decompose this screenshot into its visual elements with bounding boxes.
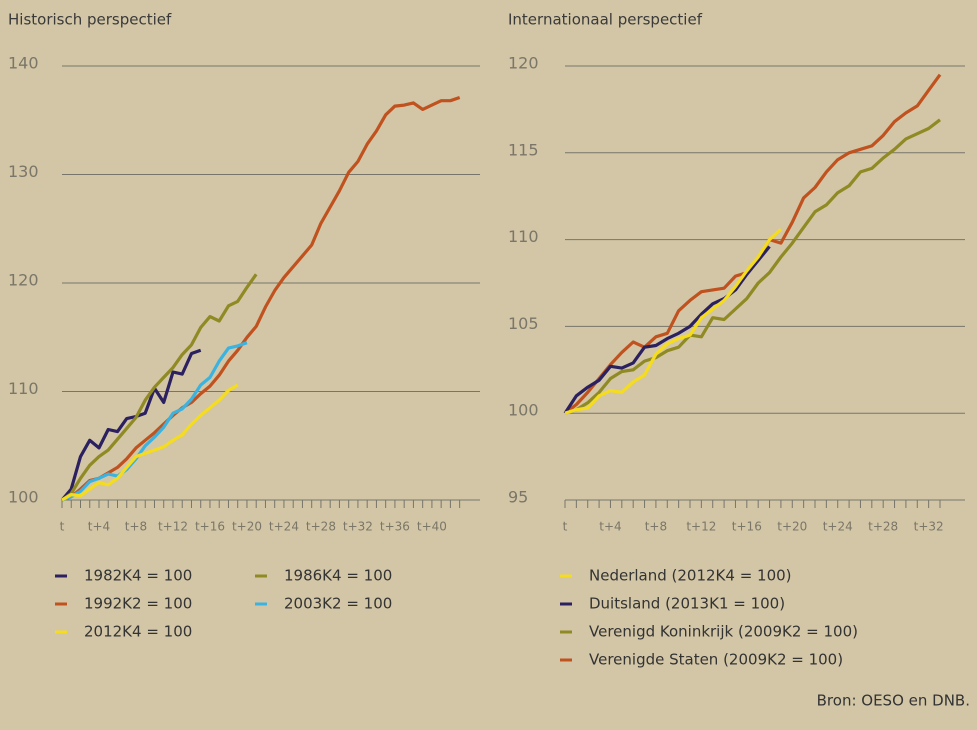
- x-tick-label: t: [60, 520, 65, 534]
- y-tick-label: 120: [8, 271, 39, 290]
- series-line: [564, 118, 941, 415]
- y-tick-label: 110: [8, 379, 39, 398]
- x-tick-label: t+28: [306, 520, 336, 534]
- x-tick-label: t+8: [645, 520, 667, 534]
- x-tick-label: t+20: [232, 520, 262, 534]
- series-line: [61, 341, 248, 502]
- chart-title: Historisch perspectief: [8, 11, 172, 29]
- legend-label: Verenigde Staten (2009K2 = 100): [589, 651, 843, 669]
- series-line: [60, 348, 202, 502]
- y-tick-label: 130: [8, 162, 39, 181]
- x-tick-label: t+16: [732, 520, 762, 534]
- y-tick-label: 100: [8, 488, 39, 507]
- x-tick-label: t+12: [158, 520, 188, 534]
- legend-label: Nederland (2012K4 = 100): [589, 567, 792, 585]
- y-tick-label: 120: [508, 54, 539, 73]
- x-tick-label: t+20: [777, 520, 807, 534]
- series-line: [61, 273, 258, 502]
- y-tick-label: 110: [508, 227, 539, 246]
- legend-label: Duitsland (2013K1 = 100): [589, 595, 785, 613]
- source: Bron: OESO en DNB.: [817, 692, 970, 710]
- x-tick-label: t+36: [380, 520, 410, 534]
- x-tick-label: t+16: [195, 520, 225, 534]
- chart-title: Internationaal perspectief: [508, 11, 703, 29]
- legend-label: Verenigd Koninkrijk (2009K2 = 100): [589, 623, 858, 641]
- x-tick-label: t+24: [269, 520, 299, 534]
- x-tick-label: t+40: [417, 520, 447, 534]
- x-tick-label: t+4: [88, 520, 110, 534]
- x-tick-label: t: [563, 520, 568, 534]
- series-line: [61, 383, 239, 502]
- x-tick-label: t+32: [343, 520, 373, 534]
- x-tick-label: t+12: [686, 520, 716, 534]
- series-line: [61, 95, 461, 502]
- legend-label: 1986K4 = 100: [284, 567, 392, 585]
- x-tick-label: t+8: [125, 520, 147, 534]
- legend-label: 2012K4 = 100: [84, 623, 192, 641]
- legend-label: 1992K2 = 100: [84, 595, 192, 613]
- legend-label: 1982K4 = 100: [84, 567, 192, 585]
- series-line: [564, 228, 782, 415]
- y-tick-label: 95: [508, 488, 528, 507]
- x-tick-label: t+24: [823, 520, 853, 534]
- y-tick-label: 100: [508, 401, 539, 420]
- x-tick-label: t+32: [914, 520, 944, 534]
- x-tick-label: t+28: [868, 520, 898, 534]
- legend-label: 2003K2 = 100: [284, 595, 392, 613]
- y-tick-label: 105: [508, 314, 539, 333]
- x-tick-label: t+4: [599, 520, 621, 534]
- y-tick-label: 140: [8, 54, 39, 73]
- y-tick-label: 115: [508, 140, 539, 159]
- series-line: [563, 245, 771, 415]
